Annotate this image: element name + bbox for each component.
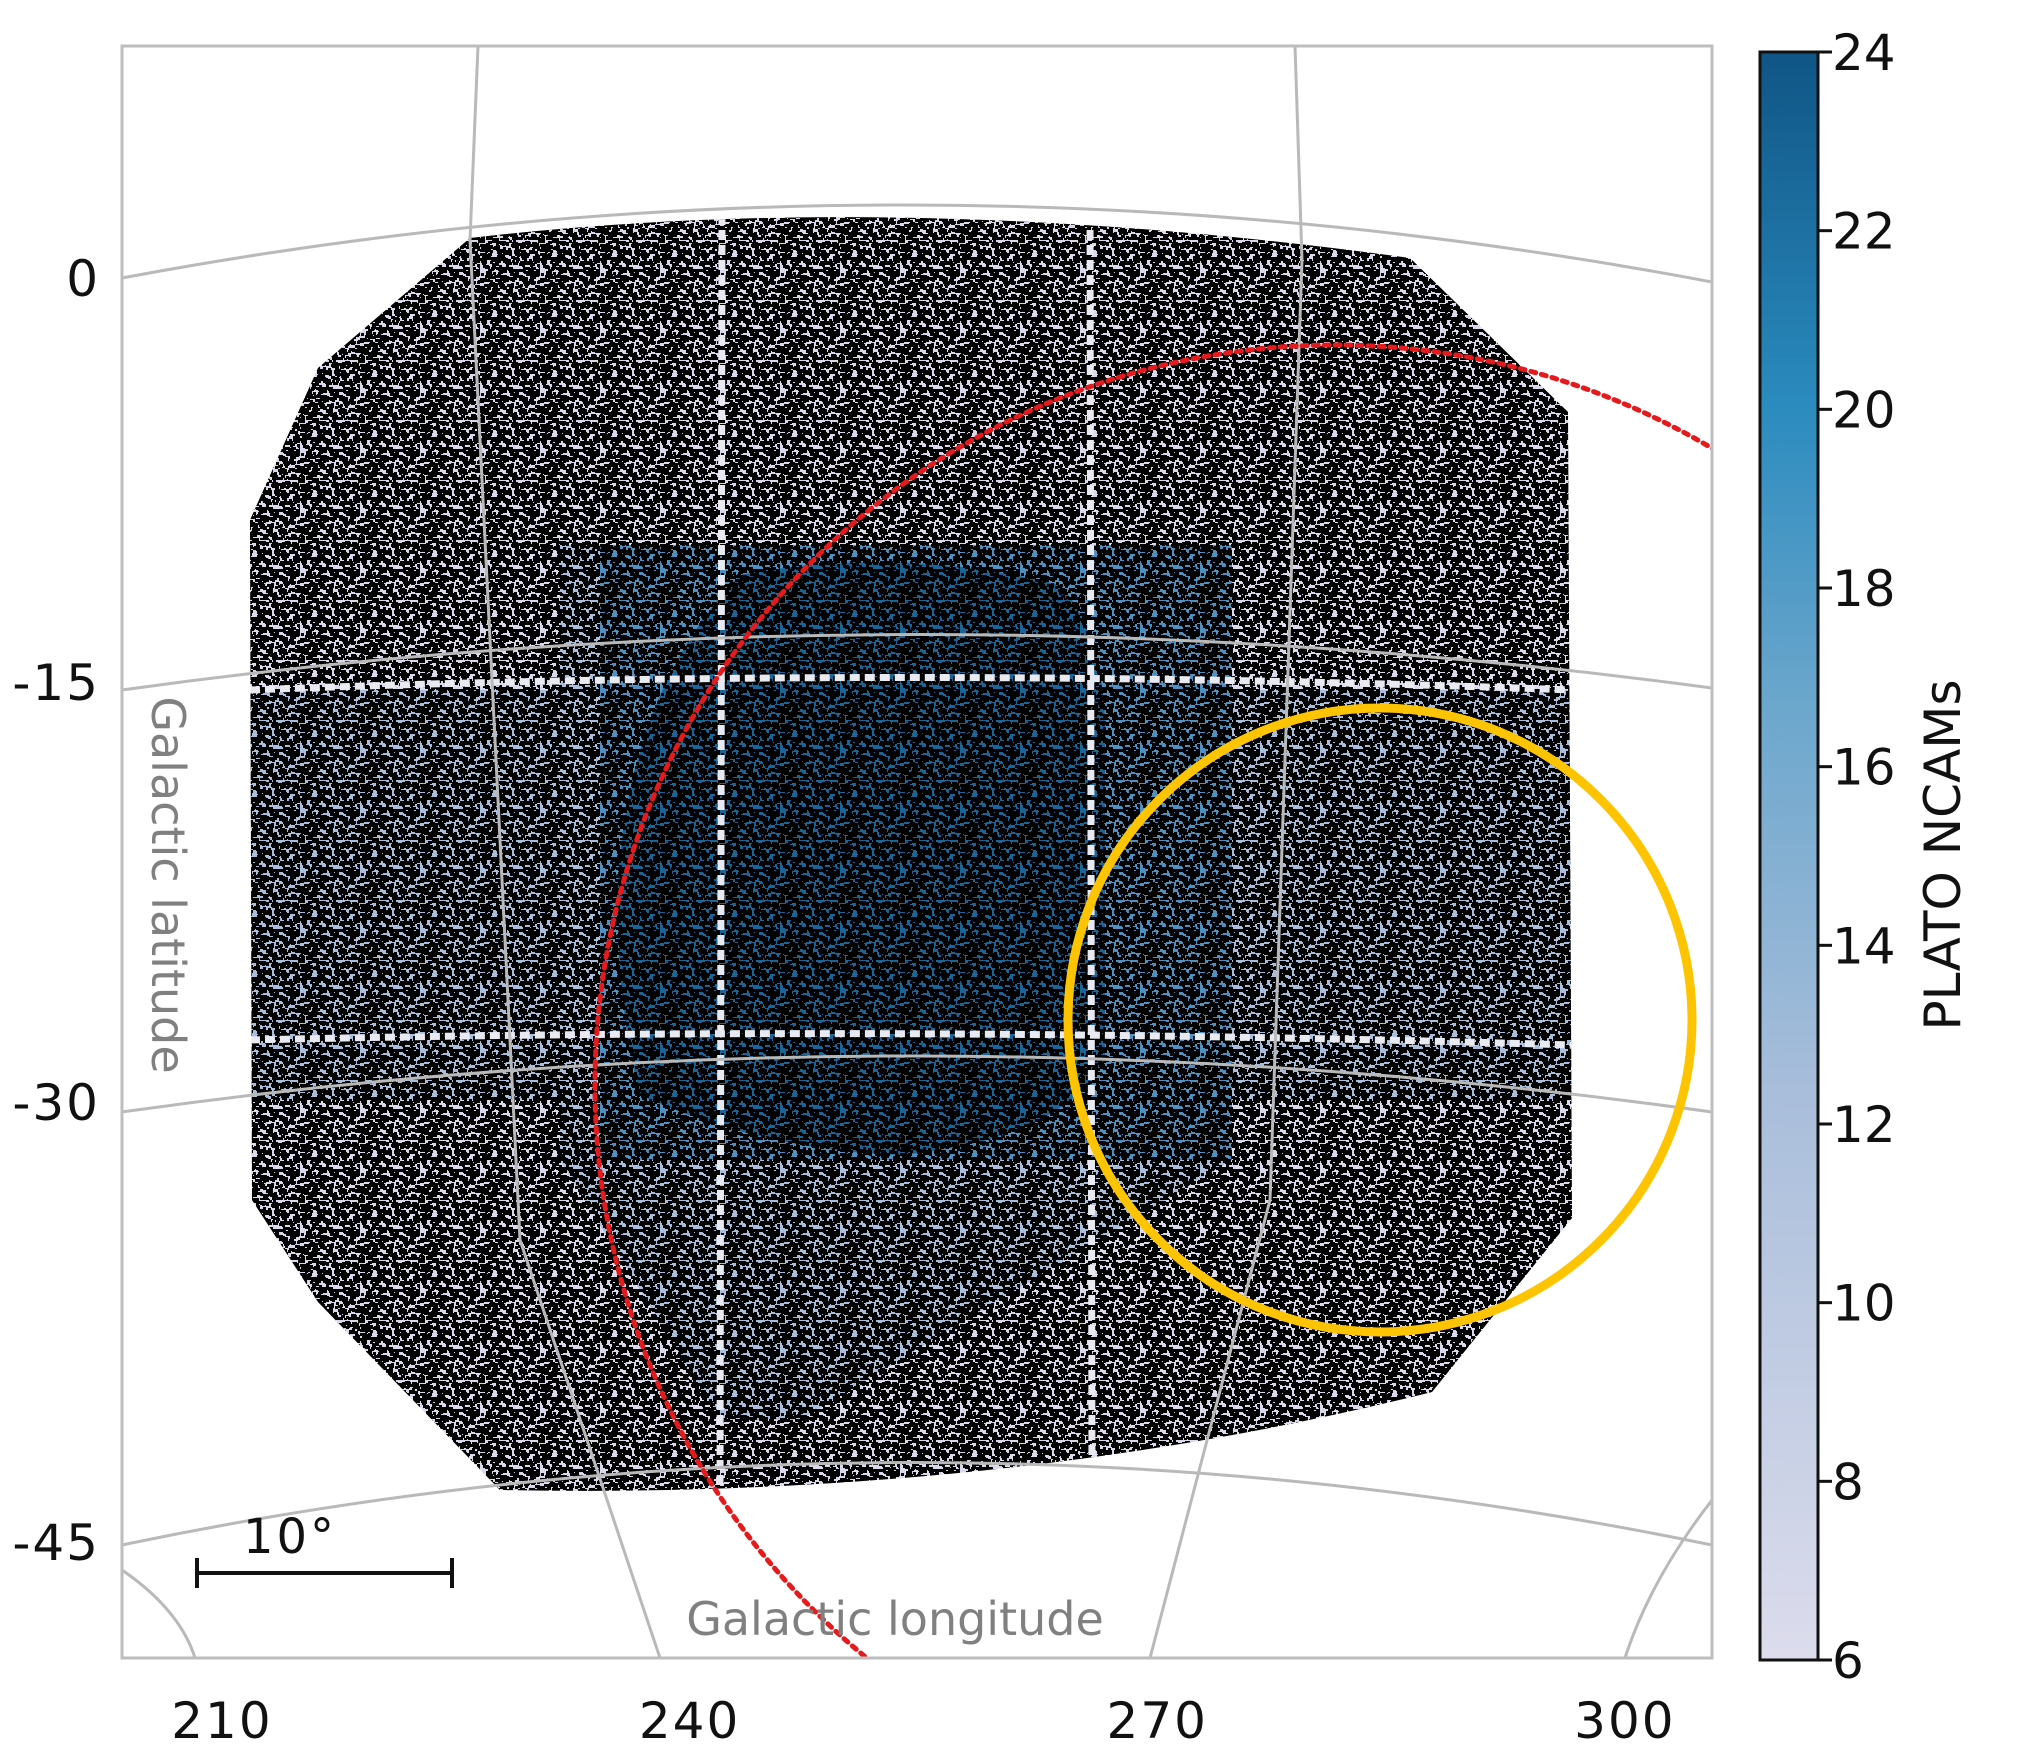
colorbar-tick-18: 18 xyxy=(1832,560,1896,618)
graticule xyxy=(122,46,1712,1658)
ccd-gap-0 xyxy=(716,217,726,1491)
colorbar: 24 22 20 18 16 14 12 10 8 6 PLATO NCAMs xyxy=(1758,24,1972,1690)
graticule-parallel-2 xyxy=(122,1054,1712,1114)
colorbar-gradient xyxy=(1758,50,1820,1662)
x-axis-label: Galactic longitude xyxy=(686,1592,1104,1646)
graticule-meridian-0 xyxy=(468,46,662,1658)
ccd-gap-1 xyxy=(1086,217,1096,1491)
colorbar-tick-22: 22 xyxy=(1832,203,1896,261)
graticule-meridian-3 xyxy=(1623,1499,1712,1658)
y-tick-0: 0 xyxy=(66,250,100,308)
target-circle xyxy=(1063,703,1697,1337)
colorbar-tick-8: 8 xyxy=(1832,1453,1864,1511)
ecliptic-circle-arc xyxy=(592,342,1712,1658)
colorbar-tick-10: 10 xyxy=(1832,1275,1896,1333)
y-axis-label: Galactic latitude xyxy=(141,696,195,1073)
colorbar-tick-16: 16 xyxy=(1832,739,1896,797)
y-tick-labels: 0 -15 -30 -45 xyxy=(12,250,100,1572)
y-tick--45: -45 xyxy=(12,1514,100,1572)
x-tick-210: 210 xyxy=(171,1692,272,1750)
colorbar-tick-24: 24 xyxy=(1832,24,1896,82)
graticule-meridian-2 xyxy=(122,1568,197,1658)
graticule-parallel-1 xyxy=(122,633,1712,692)
star-field xyxy=(250,217,1572,1491)
plot-area xyxy=(122,46,1712,1658)
x-tick-300: 300 xyxy=(1574,1692,1675,1750)
colorbar-ticks: 24 22 20 18 16 14 12 10 8 6 xyxy=(1818,24,1896,1690)
y-tick--30: -30 xyxy=(12,1074,100,1132)
colorbar-label: PLATO NCAMs xyxy=(1914,680,1972,1031)
x-tick-240: 240 xyxy=(639,1692,740,1750)
graticule-meridian-1 xyxy=(1148,46,1304,1658)
graticule-parallel-0 xyxy=(122,203,1712,284)
colorbar-tick-12: 12 xyxy=(1832,1096,1896,1154)
scale-bar-label: 10° xyxy=(243,1509,337,1565)
plot-frame xyxy=(120,44,1714,1660)
colorbar-tick-6: 6 xyxy=(1832,1632,1864,1690)
ecliptic-circle xyxy=(592,342,1712,1658)
scale-bar: 10° xyxy=(195,1509,454,1588)
graticule-parallel-3 xyxy=(122,1461,1712,1547)
x-tick-labels: 210 240 270 300 xyxy=(171,1692,1675,1750)
colorbar-tick-20: 20 xyxy=(1832,381,1896,439)
y-tick--15: -15 xyxy=(12,654,100,712)
ccd-gaps xyxy=(250,217,1572,1491)
x-tick-270: 270 xyxy=(1107,1692,1208,1750)
colorbar-tick-14: 14 xyxy=(1832,917,1896,975)
